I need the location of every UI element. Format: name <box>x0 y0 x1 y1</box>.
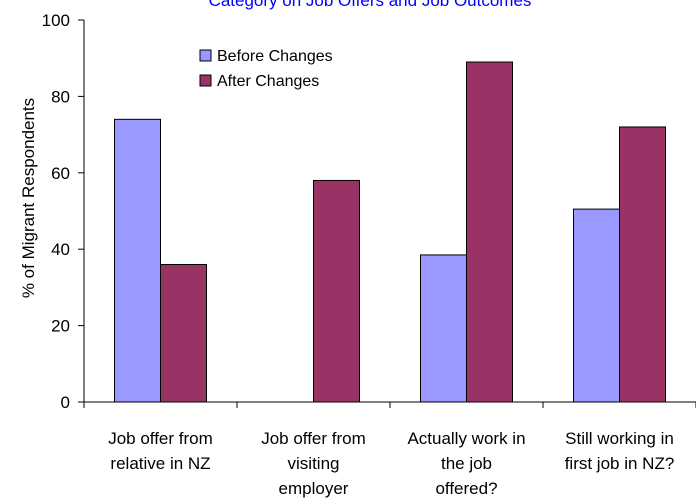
legend-label: After Changes <box>217 73 319 90</box>
legend-swatch <box>199 74 212 87</box>
legend-swatch <box>199 49 212 62</box>
x-tick-label: Job offer from relative in NZ <box>108 429 213 473</box>
bar-after-changes <box>160 263 207 403</box>
bar-after-changes <box>313 179 360 403</box>
bar-before-changes <box>573 208 620 403</box>
y-tick-label: 40 <box>51 240 70 259</box>
x-tick-label: Actually work in the job offered? <box>407 429 525 498</box>
bar-before-changes <box>420 254 467 403</box>
bar-before-changes <box>114 118 161 403</box>
bar-after-changes <box>619 126 666 403</box>
y-tick-label: 100 <box>42 11 70 30</box>
x-tick-label: Still working in first job in NZ? <box>565 429 675 473</box>
plot-area: 0 20 40 60 80 100 Job offer from relative in NZ… <box>42 11 696 498</box>
y-tick-label: 20 <box>51 317 70 336</box>
x-tick-label: Job offer from visiting employer <box>261 429 366 498</box>
y-tick-label: 80 <box>51 87 70 106</box>
bar-after-changes <box>466 61 513 403</box>
y-axis-title: % of Migrant Respondents <box>19 98 38 298</box>
y-tick-label: 60 <box>51 164 70 183</box>
legend-label: Before Changes <box>217 48 333 65</box>
y-tick-label: 0 <box>61 393 70 412</box>
chart-title: Category on Job Offers and Job Outcomes <box>209 0 532 10</box>
